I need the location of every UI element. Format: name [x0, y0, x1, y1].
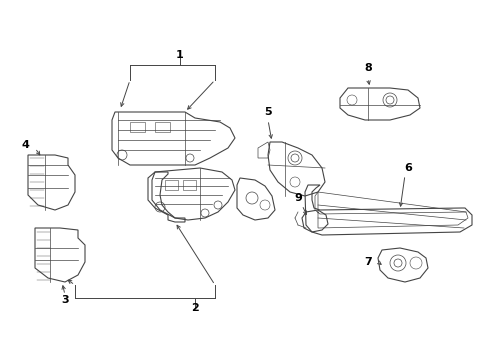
Text: 2: 2 [191, 303, 199, 313]
Text: 4: 4 [21, 140, 29, 150]
Text: 1: 1 [176, 50, 184, 60]
Text: 8: 8 [364, 63, 372, 73]
Text: 6: 6 [404, 163, 412, 173]
Text: 9: 9 [294, 193, 302, 203]
Text: 7: 7 [364, 257, 372, 267]
Text: 3: 3 [61, 295, 69, 305]
Text: 5: 5 [264, 107, 272, 117]
